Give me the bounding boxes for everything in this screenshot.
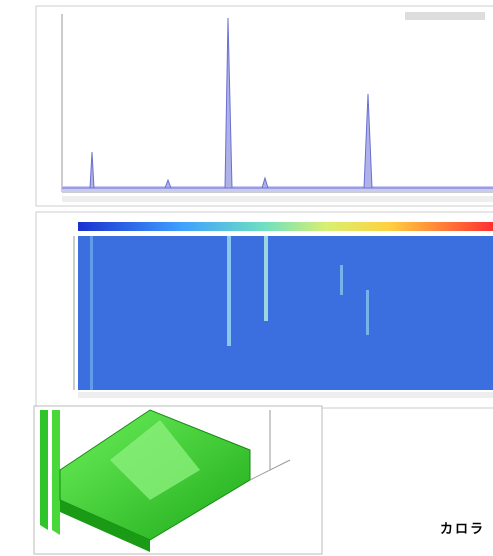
caption: カロラ: [440, 522, 486, 537]
heatmap-panel: [35, 211, 493, 409]
spectrum-panel: [35, 5, 493, 207]
surface-3d-panel: [33, 405, 323, 555]
